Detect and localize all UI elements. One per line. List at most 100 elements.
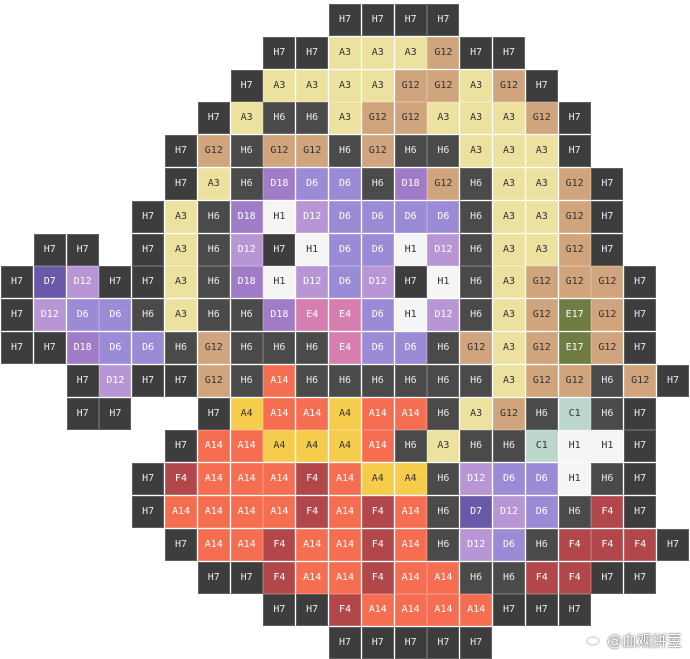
bead-cell: A14 (361, 594, 394, 627)
bead-cell: F4 (525, 561, 558, 594)
bead-cell: H7 (624, 561, 657, 594)
bead-cell: A14 (361, 430, 394, 463)
bead-cell: A14 (460, 594, 493, 627)
bead-cell: A14 (197, 430, 230, 463)
bead-cell: G12 (197, 135, 230, 168)
bead-cell: H7 (493, 594, 525, 627)
bead-cell: E17 (558, 299, 591, 332)
bead-cell: G12 (493, 397, 525, 430)
bead-cell: D18 (394, 168, 427, 200)
bead-cell: H6 (230, 135, 263, 168)
bead-cell: H6 (591, 364, 624, 397)
bead-cell: H7 (460, 627, 493, 659)
bead-cell: H6 (460, 561, 493, 594)
bead-cell: H6 (591, 397, 624, 430)
bead-cell: A4 (329, 397, 361, 430)
bead-cell: A14 (230, 430, 263, 463)
bead-cell: H7 (66, 397, 99, 430)
bead-cell: H6 (394, 135, 427, 168)
bead-cell: D7 (33, 266, 66, 299)
bead-cell: F4 (591, 528, 624, 561)
bead-cell: H6 (230, 299, 263, 332)
bead-cell: H6 (132, 299, 165, 332)
bead-cell: H6 (525, 528, 558, 561)
bead-cell: D6 (329, 200, 361, 233)
bead-cell: A3 (427, 102, 460, 135)
bead-cell: H7 (165, 168, 197, 200)
bead-cell: G12 (525, 102, 558, 135)
bead-cell: H6 (591, 463, 624, 496)
bead-cell: A3 (197, 168, 230, 200)
bead-cell: H6 (427, 135, 460, 168)
bead-cell: H7 (361, 627, 394, 659)
bead-cell: H6 (460, 266, 493, 299)
bead-cell: C1 (558, 397, 591, 430)
bead-cell: F4 (263, 528, 296, 561)
bead-cell: D6 (394, 200, 427, 233)
bead-cell: H6 (427, 463, 460, 496)
bead-cell: H6 (427, 528, 460, 561)
bead-cell: G12 (296, 135, 329, 168)
bead-cell: G12 (591, 299, 624, 332)
bead-cell: A3 (493, 299, 525, 332)
bead-cell: A4 (394, 463, 427, 496)
bead-cell: F4 (361, 561, 394, 594)
bead-cell: H6 (230, 332, 263, 364)
bead-cell: G12 (427, 69, 460, 102)
bead-cell: G12 (525, 332, 558, 364)
bead-cell: G12 (624, 364, 657, 397)
bead-cell: A3 (263, 69, 296, 102)
bead-cell: D6 (525, 463, 558, 496)
bead-cell: H7 (197, 102, 230, 135)
bead-cell: H7 (460, 36, 493, 69)
bead-cell: H7 (591, 168, 624, 200)
bead-cell: A3 (525, 135, 558, 168)
bead-cell: A14 (230, 496, 263, 528)
bead-cell: D18 (230, 200, 263, 233)
bead-cell: A14 (427, 561, 460, 594)
bead-cell: H1 (558, 463, 591, 496)
bead-cell: A14 (329, 463, 361, 496)
watermark: @血观拼豆 (585, 630, 682, 651)
bead-cell: H1 (394, 233, 427, 266)
bead-cell: G12 (197, 364, 230, 397)
bead-cell: A14 (329, 496, 361, 528)
bead-cell: H7 (394, 627, 427, 659)
bead-cell: H7 (165, 430, 197, 463)
bead-cell: A3 (493, 266, 525, 299)
bead-cell: A3 (460, 69, 493, 102)
bead-cell: H6 (296, 364, 329, 397)
bead-cell: G12 (558, 168, 591, 200)
bead-cell: H6 (427, 364, 460, 397)
bead-cell: A14 (296, 528, 329, 561)
bead-cell: D6 (427, 200, 460, 233)
bead-cell: A3 (165, 200, 197, 233)
bead-cell: A3 (165, 233, 197, 266)
bead-cell: G12 (525, 266, 558, 299)
bead-cell: H7 (525, 69, 558, 102)
bead-cell: H7 (1, 266, 33, 299)
bead-cell: G12 (460, 332, 493, 364)
bead-cell: H1 (394, 299, 427, 332)
bead-cell: H7 (558, 594, 591, 627)
bead-cell: D6 (525, 496, 558, 528)
bead-cell: D12 (296, 200, 329, 233)
bead-cell: H6 (329, 364, 361, 397)
bead-cell: D12 (460, 463, 493, 496)
bead-cell: D6 (361, 233, 394, 266)
bead-cell: D12 (66, 266, 99, 299)
bead-cell: H7 (165, 364, 197, 397)
bead-cell: A3 (460, 135, 493, 168)
bead-cell: H7 (558, 102, 591, 135)
bead-cell: G12 (525, 364, 558, 397)
bead-cell: D12 (493, 496, 525, 528)
bead-cell: H6 (197, 200, 230, 233)
bead-cell: G12 (525, 299, 558, 332)
bead-cell: D6 (361, 332, 394, 364)
bead-cell: A3 (493, 364, 525, 397)
bead-cell: E4 (329, 332, 361, 364)
bead-cell: H7 (1, 332, 33, 364)
bead-cell: G12 (394, 102, 427, 135)
bead-cell: A3 (493, 168, 525, 200)
bead-cell: H6 (230, 168, 263, 200)
